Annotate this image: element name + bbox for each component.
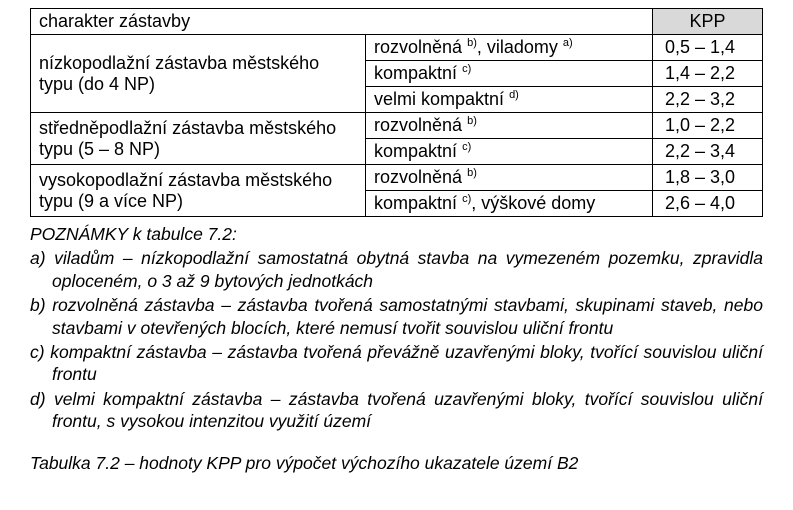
variant-sup: c) xyxy=(457,63,471,83)
header-left: charakter zástavby xyxy=(31,9,653,35)
notes-title: POZNÁMKY k tabulce 7.2: xyxy=(30,223,763,245)
table-caption: Tabulka 7.2 – hodnoty KPP pro výpočet vý… xyxy=(30,453,763,474)
variant-cell: rozvolněná b) xyxy=(366,113,653,139)
variant-cell: rozvolněná b), viladomy a) xyxy=(366,35,653,61)
variant-text: rozvolněná xyxy=(374,115,462,135)
kpp-cell: 1,4 – 2,2 xyxy=(653,61,763,87)
section-label: středněpodlažní zástavba městského typu … xyxy=(31,113,366,165)
note-item: c) kompaktní zástavba – zástavba tvořená… xyxy=(30,341,763,386)
variant-cell: kompaktní c) xyxy=(366,61,653,87)
variant-sup: b) xyxy=(462,115,477,135)
table-row: nízkopodlažní zástavba městského typu (d… xyxy=(31,35,763,61)
variant-sup2: a) xyxy=(558,37,573,57)
kpp-cell: 2,6 – 4,0 xyxy=(653,191,763,217)
variant-text: kompaktní xyxy=(374,193,457,213)
variant-sup: c) xyxy=(457,141,471,161)
variant-text: rozvolněná xyxy=(374,37,462,57)
section-label: vysokopodlažní zástavba městského typu (… xyxy=(31,165,366,217)
kpp-cell: 2,2 – 3,4 xyxy=(653,139,763,165)
variant-text: kompaktní xyxy=(374,63,457,83)
kpp-table: charakter zástavby KPP nízkopodlažní zás… xyxy=(30,8,763,217)
kpp-cell: 1,0 – 2,2 xyxy=(653,113,763,139)
table-row: středněpodlažní zástavba městského typu … xyxy=(31,113,763,139)
kpp-cell: 0,5 – 1,4 xyxy=(653,35,763,61)
note-item: d) velmi kompaktní zástavba – zástavba t… xyxy=(30,388,763,433)
variant-sup: d) xyxy=(504,89,519,109)
variant-extra: , viladomy xyxy=(477,37,558,57)
variant-sup: c) xyxy=(457,193,471,213)
variant-cell: kompaktní c) xyxy=(366,139,653,165)
header-right: KPP xyxy=(653,9,763,35)
variant-cell: rozvolněná b) xyxy=(366,165,653,191)
variant-text: velmi kompaktní xyxy=(374,89,504,109)
note-item: a) viladům – nízkopodlažní samostatná ob… xyxy=(30,247,763,292)
kpp-cell: 2,2 – 3,2 xyxy=(653,87,763,113)
variant-sup: b) xyxy=(462,167,477,187)
variant-cell: kompaktní c), výškové domy xyxy=(366,191,653,217)
variant-extra: , výškové domy xyxy=(471,193,595,213)
variant-text: kompaktní xyxy=(374,141,457,161)
variant-cell: velmi kompaktní d) xyxy=(366,87,653,113)
note-item: b) rozvolněná zástavba – zástavba tvořen… xyxy=(30,294,763,339)
section-label: nízkopodlažní zástavba městského typu (d… xyxy=(31,35,366,113)
table-row: vysokopodlažní zástavba městského typu (… xyxy=(31,165,763,191)
variant-text: rozvolněná xyxy=(374,167,462,187)
notes-block: POZNÁMKY k tabulce 7.2: a) viladům – níz… xyxy=(30,223,763,433)
kpp-cell: 1,8 – 3,0 xyxy=(653,165,763,191)
variant-sup: b) xyxy=(462,37,477,57)
